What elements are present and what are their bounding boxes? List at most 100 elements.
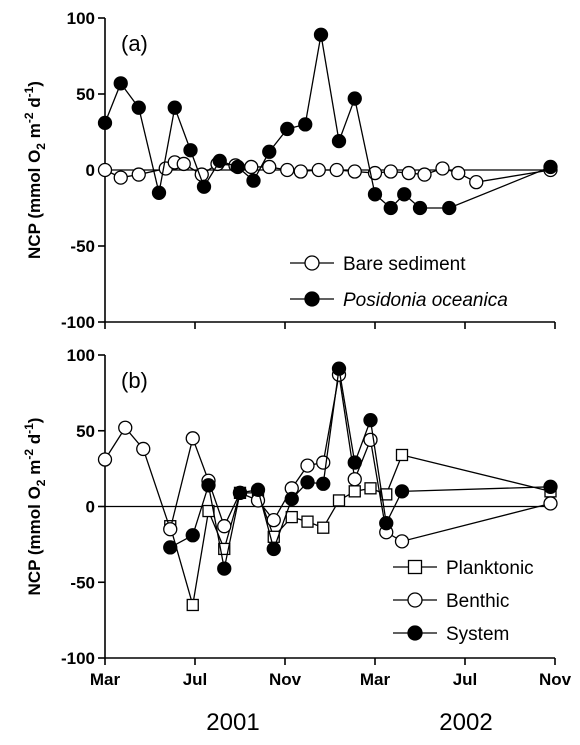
x-tick-label: Mar	[360, 670, 391, 689]
y-axis-label: NCP (mmol O2 m-2 d-1)	[22, 418, 48, 596]
y-axis-label-part: -2	[22, 449, 36, 460]
data-point	[317, 521, 330, 534]
data-point	[329, 162, 344, 178]
data-point	[250, 482, 266, 497]
data-point	[407, 592, 423, 608]
data-point	[301, 515, 314, 528]
year-label: 2002	[439, 709, 492, 736]
series-line	[169, 368, 551, 569]
data-point	[347, 164, 362, 179]
data-point	[186, 598, 199, 612]
data-point	[383, 164, 398, 179]
series-posidonia-oceanica: Posidonia oceanica	[97, 27, 558, 311]
x-tick-label: Nov	[539, 670, 572, 689]
data-point	[543, 496, 558, 511]
data-point	[185, 431, 200, 446]
data-point	[332, 494, 346, 507]
data-point	[451, 165, 466, 181]
data-point	[316, 476, 331, 491]
data-point	[118, 420, 133, 435]
data-point	[394, 534, 410, 549]
data-point	[218, 542, 231, 556]
data-point	[176, 156, 191, 172]
y-axis-label: NCP (mmol O2 m-2 d-1)	[22, 81, 48, 259]
data-point	[442, 200, 457, 216]
data-point	[379, 516, 394, 531]
panel-label: (b)	[121, 368, 148, 393]
data-point	[331, 361, 347, 376]
data-point	[304, 291, 320, 307]
data-point	[383, 200, 398, 216]
data-point	[304, 255, 320, 271]
legend-label: Posidonia oceanica	[343, 290, 508, 311]
y-axis-label-part: NCP (mmol O	[25, 150, 44, 259]
panel-label: (a)	[121, 31, 148, 56]
legend-label: System	[446, 624, 509, 645]
y-tick-label: 50	[76, 85, 95, 104]
x-tick-label: Jul	[183, 670, 208, 689]
data-point	[284, 491, 299, 507]
data-point	[97, 162, 113, 178]
data-point	[313, 27, 329, 42]
data-point	[201, 478, 216, 493]
x-tick-label: Mar	[90, 670, 121, 689]
panel-b: 100 50 0 -50 -100 Mar Jul Nov Mar Jul Nov (b) NCP (m…	[22, 346, 572, 689]
legend-label: Planktonic	[446, 558, 534, 579]
y-axis-label-part: d	[25, 434, 44, 449]
data-point	[217, 561, 232, 576]
data-point	[364, 482, 377, 495]
data-point	[394, 484, 410, 499]
data-point	[131, 100, 146, 115]
y-axis-label-part: )	[25, 81, 44, 87]
data-point	[217, 519, 232, 534]
y-axis-label-part: 2	[34, 479, 48, 486]
series-benthic: Benthic	[97, 367, 558, 612]
series-system: System	[163, 361, 558, 645]
data-point	[469, 175, 484, 190]
x-tick-label: Jul	[453, 670, 478, 689]
panel-a: 100 50 0 -50 -100 (a) NCP (mmol O2 m-2 d-1) Bar…	[22, 9, 558, 332]
data-point	[417, 167, 432, 182]
data-point	[380, 488, 393, 501]
data-point	[543, 159, 558, 175]
data-point	[280, 162, 295, 178]
data-point	[435, 161, 450, 176]
data-point	[407, 559, 423, 575]
year-label: 2001	[206, 709, 259, 736]
data-point	[97, 452, 113, 467]
data-point	[136, 441, 151, 457]
data-point	[347, 472, 362, 487]
data-point	[151, 185, 167, 200]
y-tick-label: -50	[70, 573, 95, 592]
series-bare-sediment: Bare sediment	[97, 155, 558, 275]
y-tick-label: 50	[76, 422, 95, 441]
y-axis-label-part: -2	[22, 112, 36, 123]
y-axis-label-part: 2	[34, 143, 48, 150]
data-point	[163, 522, 178, 537]
y-tick-label: -100	[61, 649, 95, 668]
data-point	[262, 144, 277, 159]
data-point	[280, 121, 295, 137]
data-point	[348, 485, 361, 498]
data-point	[163, 540, 178, 555]
data-point	[266, 512, 281, 528]
data-point	[367, 187, 383, 202]
data-point	[300, 475, 315, 490]
data-point	[363, 412, 378, 428]
y-axis-label-part: )	[25, 418, 44, 424]
data-point	[212, 153, 227, 169]
data-point	[300, 458, 315, 473]
data-point	[113, 76, 128, 91]
data-point	[230, 159, 245, 175]
data-point	[395, 448, 409, 462]
data-point	[407, 625, 423, 641]
data-point	[131, 167, 146, 182]
data-point	[543, 479, 558, 494]
data-point	[298, 117, 313, 132]
data-point	[244, 159, 259, 175]
data-point	[266, 541, 281, 557]
data-point	[285, 510, 298, 524]
data-point	[196, 179, 212, 194]
y-tick-label: 100	[67, 9, 95, 28]
